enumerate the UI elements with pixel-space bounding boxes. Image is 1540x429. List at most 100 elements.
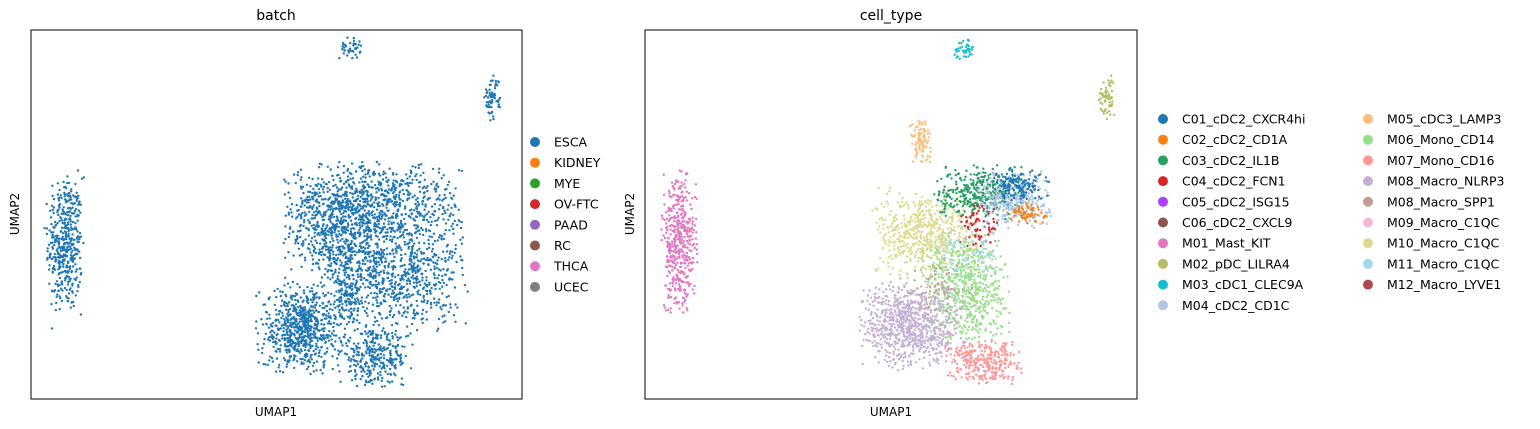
scatter-point bbox=[489, 79, 493, 83]
scatter-point bbox=[319, 337, 322, 340]
scatter-point bbox=[349, 230, 353, 233]
scatter-point bbox=[55, 280, 59, 283]
scatter-point bbox=[432, 213, 435, 217]
scatter-point bbox=[914, 192, 918, 196]
scatter-point bbox=[914, 256, 917, 259]
scatter-point bbox=[381, 277, 384, 280]
scatter-point bbox=[904, 235, 907, 238]
scatter-point bbox=[402, 180, 405, 183]
scatter-point bbox=[358, 222, 361, 225]
scatter-point bbox=[433, 267, 436, 271]
scatter-point bbox=[76, 252, 79, 256]
scatter-point bbox=[1109, 113, 1112, 116]
scatter-point bbox=[426, 247, 429, 251]
scatter-point bbox=[427, 238, 430, 242]
scatter-point bbox=[485, 104, 488, 107]
scatter-point bbox=[311, 254, 314, 257]
scatter-point bbox=[74, 221, 77, 225]
scatter-point bbox=[420, 163, 423, 166]
scatter-point bbox=[412, 285, 416, 288]
scatter-point bbox=[402, 278, 405, 281]
scatter-point bbox=[359, 267, 362, 270]
scatter-point bbox=[437, 301, 440, 304]
scatter-point bbox=[372, 337, 375, 341]
scatter-point bbox=[341, 250, 344, 253]
scatter-point bbox=[390, 307, 393, 310]
scatter-point bbox=[345, 323, 349, 326]
scatter-point bbox=[264, 332, 267, 335]
scatter-point bbox=[335, 222, 338, 226]
scatter-point bbox=[398, 360, 402, 364]
scatter-point bbox=[69, 254, 73, 257]
scatter-point bbox=[337, 230, 340, 233]
scatter-point bbox=[920, 132, 923, 136]
scatter-point bbox=[275, 295, 278, 299]
scatter-point bbox=[57, 241, 60, 244]
scatter-point bbox=[382, 170, 385, 173]
scatter-point bbox=[427, 263, 430, 266]
scatter-point bbox=[951, 217, 954, 220]
scatter-point bbox=[420, 226, 423, 230]
scatter-point bbox=[358, 199, 362, 203]
scatter-point bbox=[448, 229, 451, 232]
scatter-point bbox=[51, 184, 54, 187]
scatter-point bbox=[393, 255, 396, 259]
scatter-point bbox=[335, 258, 338, 262]
scatter-point bbox=[361, 185, 365, 188]
scatter-point bbox=[420, 300, 423, 303]
scatter-point bbox=[441, 292, 444, 295]
scatter-point bbox=[275, 313, 278, 316]
scatter-point bbox=[314, 303, 318, 307]
scatter-point bbox=[346, 344, 349, 348]
scatter-point bbox=[403, 217, 406, 221]
scatter-point bbox=[359, 273, 362, 276]
scatter-point bbox=[408, 175, 411, 178]
scatter-point bbox=[302, 336, 305, 339]
scatter-point bbox=[410, 276, 413, 279]
scatter-point bbox=[390, 260, 393, 263]
scatter-point bbox=[687, 256, 690, 259]
scatter-point bbox=[320, 198, 324, 201]
scatter-point bbox=[314, 352, 317, 355]
scatter-point bbox=[967, 49, 970, 52]
scatter-point bbox=[355, 187, 358, 190]
scatter-point bbox=[391, 289, 394, 292]
scatter-point bbox=[354, 370, 357, 373]
scatter-point bbox=[347, 309, 351, 312]
scatter-point bbox=[51, 194, 54, 197]
scatter-point bbox=[57, 243, 61, 246]
scatter-point bbox=[52, 197, 56, 201]
scatter-point bbox=[305, 213, 308, 216]
scatter-point bbox=[327, 291, 330, 294]
scatter-point bbox=[413, 194, 416, 197]
scatter-point bbox=[408, 238, 411, 242]
scatter-point bbox=[310, 312, 313, 316]
scatter-point bbox=[407, 268, 411, 271]
scatter-point bbox=[65, 250, 69, 254]
scatter-point bbox=[1108, 105, 1111, 108]
scatter-point bbox=[406, 232, 409, 236]
scatter-point bbox=[365, 296, 368, 299]
scatter-point bbox=[373, 217, 377, 220]
scatter-point bbox=[302, 240, 305, 243]
scatter-point bbox=[327, 269, 330, 272]
scatter-point bbox=[318, 201, 321, 205]
scatter-point bbox=[410, 294, 413, 297]
scatter-point bbox=[676, 268, 679, 272]
scatter-point bbox=[332, 184, 335, 188]
scatter-point bbox=[322, 366, 325, 369]
scatter-point bbox=[309, 354, 312, 357]
scatter-point bbox=[404, 354, 407, 358]
scatter-point bbox=[332, 345, 335, 348]
scatter-point bbox=[383, 212, 386, 215]
scatter-point bbox=[49, 252, 52, 255]
scatter-point bbox=[367, 335, 370, 338]
scatter-point bbox=[68, 268, 71, 271]
scatter-point bbox=[66, 181, 69, 185]
scatter-point bbox=[679, 265, 682, 269]
scatter-point bbox=[68, 241, 72, 244]
scatter-point bbox=[488, 94, 491, 97]
scatter-point bbox=[381, 251, 385, 254]
scatter-point bbox=[395, 186, 398, 189]
scatter-point bbox=[310, 269, 314, 272]
